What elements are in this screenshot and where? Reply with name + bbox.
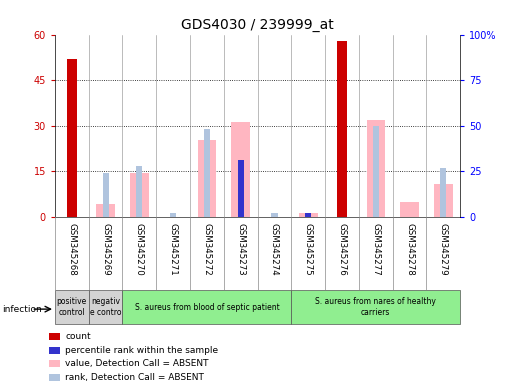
Bar bbox=[373, 126, 379, 217]
Bar bbox=[89, 290, 122, 324]
Bar bbox=[305, 214, 311, 217]
Text: percentile rank within the sample: percentile rank within the sample bbox=[65, 346, 219, 355]
Bar bbox=[122, 290, 291, 324]
Text: rank, Detection Call = ABSENT: rank, Detection Call = ABSENT bbox=[65, 373, 204, 382]
Text: GSM345272: GSM345272 bbox=[202, 223, 211, 276]
Text: negativ
e contro: negativ e contro bbox=[90, 298, 121, 317]
Bar bbox=[237, 161, 244, 217]
Text: GSM345270: GSM345270 bbox=[135, 223, 144, 276]
Bar bbox=[198, 141, 216, 217]
Text: S. aureus from nares of healthy
carriers: S. aureus from nares of healthy carriers bbox=[315, 298, 436, 317]
Bar bbox=[271, 214, 278, 217]
Text: GSM345269: GSM345269 bbox=[101, 223, 110, 275]
Text: GSM345275: GSM345275 bbox=[304, 223, 313, 276]
Text: positive
control: positive control bbox=[56, 298, 87, 317]
Bar bbox=[103, 173, 109, 217]
Bar bbox=[400, 202, 419, 217]
Text: GSM345271: GSM345271 bbox=[168, 223, 178, 276]
Text: GSM345276: GSM345276 bbox=[337, 223, 347, 276]
Bar bbox=[49, 360, 60, 367]
Text: GSM345273: GSM345273 bbox=[236, 223, 245, 276]
Bar bbox=[49, 374, 60, 381]
Bar bbox=[49, 347, 60, 354]
Bar bbox=[137, 166, 142, 217]
Bar bbox=[367, 120, 385, 217]
Text: infection: infection bbox=[3, 305, 42, 314]
Text: count: count bbox=[65, 332, 91, 341]
Bar bbox=[96, 204, 115, 217]
Bar bbox=[337, 41, 347, 217]
Text: GSM345268: GSM345268 bbox=[67, 223, 76, 276]
Bar bbox=[291, 290, 460, 324]
Text: GSM345274: GSM345274 bbox=[270, 223, 279, 276]
Bar bbox=[49, 333, 60, 340]
Text: S. aureus from blood of septic patient: S. aureus from blood of septic patient bbox=[134, 303, 279, 312]
Bar bbox=[67, 59, 76, 217]
Text: GSM345277: GSM345277 bbox=[371, 223, 380, 276]
Bar bbox=[434, 184, 452, 217]
Bar bbox=[55, 290, 89, 324]
Text: GSM345278: GSM345278 bbox=[405, 223, 414, 276]
Bar bbox=[170, 214, 176, 217]
Text: GSM345279: GSM345279 bbox=[439, 223, 448, 275]
Bar bbox=[130, 173, 149, 217]
Bar bbox=[231, 122, 250, 217]
Bar bbox=[69, 159, 75, 217]
Title: GDS4030 / 239999_at: GDS4030 / 239999_at bbox=[181, 18, 334, 32]
Bar bbox=[440, 168, 447, 217]
Bar bbox=[339, 159, 345, 217]
Bar bbox=[204, 129, 210, 217]
Bar bbox=[299, 214, 317, 217]
Text: value, Detection Call = ABSENT: value, Detection Call = ABSENT bbox=[65, 359, 209, 368]
